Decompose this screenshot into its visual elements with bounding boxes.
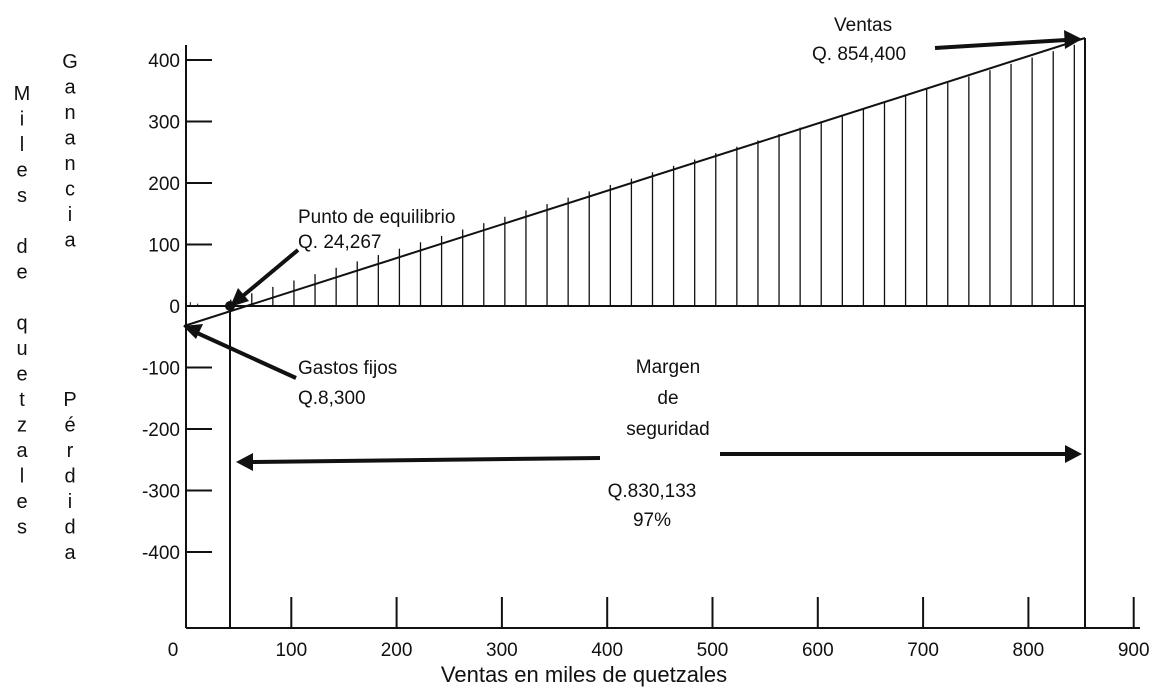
axis-title-letter: n [64,153,75,175]
axis-title-letter: i [68,491,72,513]
fixed-costs-arrow [194,330,297,380]
x-tick-label: 600 [802,640,834,661]
axis-title-letter: e [16,160,27,182]
breakeven-arrowhead [230,288,249,307]
x-tick-label: 100 [275,640,307,661]
axis-title-letter: a [16,440,28,462]
breakeven-arrow [236,248,300,302]
axis-title-letter: a [64,128,76,150]
y-tick-label: -200 [142,420,180,441]
axis-title-letter: n [64,102,75,124]
axis-title-letter: l [20,134,24,156]
y-tick-label: 400 [148,51,180,72]
margin-label-line1: Margen [636,357,700,378]
y-axis-ticks [186,59,212,553]
y-axis-tick-labels: 400 300 200 100 0 -100 -200 -300 -400 [142,51,180,564]
breakeven-label: Punto de equilibrio [298,207,455,228]
axis-title-letter: e [16,262,27,284]
fixed-costs-arrowhead [183,324,203,339]
axis-title-letter: z [17,415,27,437]
x-tick-label: 300 [486,640,518,661]
axis-title-letter: q [16,313,27,335]
y-tick-label: -100 [142,359,180,380]
sales-arrowhead [1064,30,1082,49]
axis-title-letter: G [62,51,78,73]
x-tick-label: 200 [381,640,413,661]
margin-value: Q.830,133 [608,481,697,502]
axis-title-letter: i [68,204,72,226]
axis-title-letter: c [65,179,75,201]
y-tick-label: 100 [148,236,180,257]
y-tick-label: 0 [169,297,180,318]
x-tick-label: 700 [907,640,939,661]
axis-title-letter: M [14,83,31,105]
axis-title-letter: s [17,185,27,207]
axis-title-letter: i [20,109,24,131]
y-tick-label: 200 [148,174,180,195]
axis-title-letter: e [16,491,27,513]
x-tick-label: 500 [697,640,729,661]
axis-title-letter: r [67,440,74,462]
margin-arrowhead-left [236,453,253,471]
axis-title-letter: l [20,466,24,488]
x-axis-ticks [290,597,1135,628]
axis-title-letter: d [64,466,75,488]
margin-label-line2: de [657,388,678,409]
axis-title-letter: é [64,415,75,437]
x-tick-label: 800 [1013,640,1045,661]
axis-title-letter: s [17,517,27,539]
sales-value: Q. 854,400 [812,44,906,65]
margin-label-line3: seguridad [626,419,709,440]
axis-title-letter: a [64,77,76,99]
x-tick-label: 0 [168,640,179,661]
fixed-costs-value: Q.8,300 [298,388,366,409]
x-tick-label: 400 [591,640,623,661]
sales-line [183,37,1086,327]
axis-title-letter: P [63,389,76,411]
axis-title-letter: a [64,542,76,564]
axis-title-letter: a [64,230,76,252]
y-tick-label: -300 [142,482,180,503]
sales-label: Ventas [834,15,892,36]
fixed-costs-label: Gastos fijos [298,358,397,379]
axis-title-letter: d [16,236,27,258]
x-axis-title: Ventas en miles de quetzales [441,662,727,687]
margin-percent: 97% [633,510,671,531]
loss-hatch-area [189,302,206,306]
sales-arrow [934,38,1067,50]
axis-title-letter: d [64,517,75,539]
axis-title-letter: u [16,338,27,360]
margin-arrowhead-right [1065,445,1082,463]
axis-title-letter: e [16,364,27,386]
y-tick-label: -400 [142,543,180,564]
profit-hatch-area [230,44,1075,306]
x-tick-label: 900 [1118,640,1150,661]
axis-title-letter: t [19,389,25,411]
x-axis-tick-labels: 0 100 200 300 400 500 600 700 800 900 [168,640,1150,661]
breakeven-value: Q. 24,267 [298,232,381,253]
margin-arrow-left [249,456,601,464]
y-tick-label: 300 [148,113,180,134]
